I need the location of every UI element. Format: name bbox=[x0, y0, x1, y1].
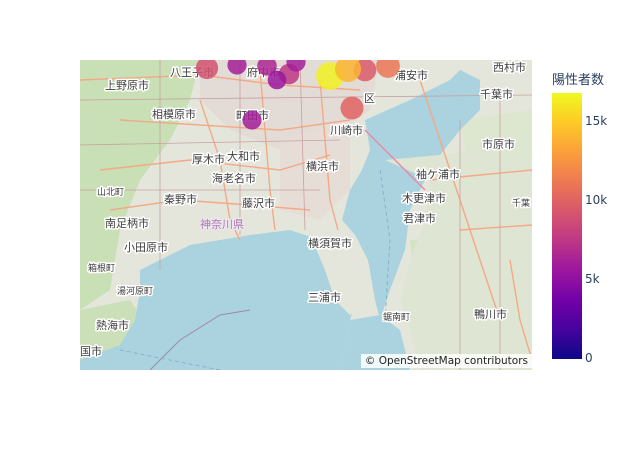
place-label: 神奈川県 bbox=[200, 217, 244, 231]
place-label: 千葉 bbox=[512, 197, 530, 209]
place-label: 三浦市 bbox=[308, 290, 341, 304]
place-label: 鋸南町 bbox=[383, 311, 410, 323]
case-bubble[interactable] bbox=[257, 60, 277, 76]
place-label: 南足柄市 bbox=[105, 216, 149, 230]
colorbar-tick-label: 0 bbox=[585, 351, 593, 365]
place-label: 相模原市 bbox=[152, 107, 196, 121]
place-label: 上野原市 bbox=[105, 78, 149, 92]
place-label: 千葉市 bbox=[480, 87, 513, 101]
boso-peninsula bbox=[385, 150, 532, 370]
place-labels: 八王子市 府中市 浦安市 千葉市 上野原市 相模原市 町田市 区 川崎市 厚木市… bbox=[80, 60, 532, 360]
place-label: 国市 bbox=[80, 344, 102, 358]
case-bubbles[interactable] bbox=[195, 60, 400, 130]
place-label: 浦安市 bbox=[395, 68, 428, 82]
colorbar bbox=[552, 93, 582, 359]
place-label: 鴨川市 bbox=[474, 307, 507, 321]
place-label: 小田原市 bbox=[124, 240, 168, 254]
case-bubble[interactable] bbox=[242, 110, 262, 130]
place-label: 木更津市 bbox=[402, 191, 446, 205]
colorbar-tick-label: 5k bbox=[585, 271, 600, 286]
place-label: 厚木市 bbox=[192, 152, 225, 166]
place-label: 箱根町 bbox=[88, 262, 115, 274]
place-label: 横須賀市 bbox=[308, 236, 352, 250]
map-area[interactable]: 八王子市 府中市 浦安市 千葉市 上野原市 相模原市 町田市 区 川崎市 厚木市… bbox=[80, 60, 532, 370]
place-label: 湯河原町 bbox=[117, 285, 153, 297]
place-label: 君津市 bbox=[403, 211, 436, 225]
miura-peninsula bbox=[310, 220, 370, 315]
place-label: 袖ケ浦市 bbox=[416, 167, 460, 181]
place-label: 市原市 bbox=[482, 137, 515, 151]
colorbar-tick-label: 15k bbox=[585, 113, 608, 128]
place-label: 西村市 bbox=[493, 60, 526, 74]
colorbar-tick-label: 10k bbox=[585, 192, 608, 207]
map-canvas[interactable]: 八王子市 府中市 浦安市 千葉市 上野原市 相模原市 町田市 区 川崎市 厚木市… bbox=[80, 60, 532, 370]
colorbar-gradient bbox=[552, 93, 582, 359]
minor-roads bbox=[80, 60, 532, 370]
place-label: 横浜市 bbox=[306, 159, 339, 173]
case-bubble[interactable] bbox=[376, 60, 400, 78]
urban-area bbox=[280, 120, 350, 220]
map-attribution[interactable]: © OpenStreetMap contributors bbox=[360, 354, 532, 368]
place-label: 熱海市 bbox=[96, 318, 129, 332]
place-label: 山北町 bbox=[97, 187, 124, 198]
place-label: 大和市 bbox=[227, 149, 260, 163]
case-bubble[interactable] bbox=[340, 96, 364, 120]
place-label: 川崎市 bbox=[330, 123, 363, 137]
case-bubble[interactable] bbox=[227, 60, 247, 75]
sagami-bay bbox=[80, 230, 360, 370]
tokyo-bay bbox=[342, 70, 480, 320]
sea-route bbox=[379, 169, 391, 321]
place-label: 藤沢市 bbox=[242, 196, 275, 210]
colorbar-title: 陽性者数 bbox=[552, 73, 605, 88]
case-bubble[interactable] bbox=[286, 60, 306, 72]
place-label: 区 bbox=[364, 92, 375, 105]
case-bubble[interactable] bbox=[335, 60, 361, 82]
place-label: 海老名市 bbox=[212, 171, 256, 185]
case-bubble[interactable] bbox=[267, 70, 287, 90]
sea-route bbox=[119, 349, 221, 370]
place-label: 秦野市 bbox=[164, 192, 197, 206]
prefecture-border bbox=[149, 309, 251, 370]
case-bubble[interactable] bbox=[195, 60, 219, 80]
aqua-line-road bbox=[364, 129, 426, 191]
